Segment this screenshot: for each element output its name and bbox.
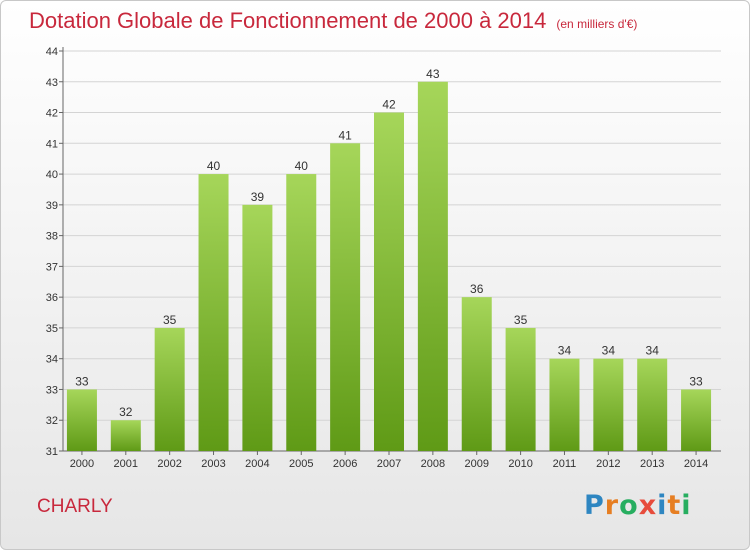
data-label: 36 [470,282,484,296]
data-label: 34 [646,344,660,358]
data-label: 35 [163,313,177,327]
data-labels: 33 32 35 40 39 40 41 42 43 36 35 34 34 34 33 [75,67,703,419]
y-tick-label: 35 [46,323,58,335]
x-tick-label: 2006 [333,458,357,470]
y-tick-label: 43 [46,77,58,89]
x-tick-label: 2003 [201,458,225,470]
data-label: 39 [251,190,265,204]
bar-2013 [637,358,668,451]
y-tick-label: 36 [46,292,58,304]
bar-2014 [681,389,712,451]
y-tick-label: 31 [46,446,58,458]
data-label: 32 [119,405,133,419]
bar-2002 [154,327,185,451]
y-tick-label: 42 [46,108,58,120]
bar-2010 [505,327,536,451]
x-tick-label: 2004 [245,458,269,470]
x-tick-label: 2000 [70,458,94,470]
x-tick-label: 2001 [114,458,138,470]
y-tick-label: 34 [46,354,58,366]
x-tick-label: 2012 [596,458,620,470]
bars [66,81,712,452]
chart-title: Dotation Globale de Fonctionnement de 20… [29,8,637,34]
bar-2011 [549,358,580,451]
axes: 31 32 33 34 35 36 37 38 39 40 41 42 43 44 2000 2001 2002… [46,46,721,470]
data-label: 41 [338,128,352,142]
proxiti-logo: Proxiti [584,490,692,521]
x-tick-label: 2007 [377,458,401,470]
bar-2008 [417,81,448,452]
x-tick-label: 2014 [684,458,708,470]
bar-2000 [66,389,97,451]
y-tick-label: 40 [46,169,58,181]
y-tick-label: 37 [46,261,58,273]
y-tick-label: 32 [46,415,58,427]
y-tick-label: 44 [46,46,58,58]
bar-2009 [461,297,492,451]
x-tick-label: 2009 [464,458,488,470]
data-label: 42 [382,98,396,112]
x-tick-label: 2010 [508,458,532,470]
y-tick-label: 39 [46,200,58,212]
x-tick-label: 2013 [640,458,664,470]
x-tick-label: 2002 [157,458,181,470]
x-tick-label: 2008 [421,458,445,470]
bar-2006 [330,143,361,452]
y-tick-label: 41 [46,138,58,150]
y-tick-label: 33 [46,384,58,396]
y-tick-label: 38 [46,231,58,243]
data-label: 33 [689,374,703,388]
data-label: 33 [75,374,89,388]
bar-2001 [110,420,141,451]
data-label: 40 [207,159,221,173]
x-tick-label: 2005 [289,458,313,470]
bar-2004 [242,204,273,451]
bar-2007 [374,112,404,452]
place-name: CHARLY [37,496,113,517]
data-label: 35 [514,313,528,327]
data-label: 34 [602,344,616,358]
data-label: 40 [295,159,309,173]
bar-2003 [198,174,229,452]
bar-2005 [286,174,317,452]
bar-2012 [593,358,624,451]
data-label: 43 [426,67,440,81]
x-tick-label: 2011 [553,458,577,470]
chart-unit: (en milliers d'€) [556,17,638,31]
data-label: 34 [558,344,572,358]
chart-title-text: Dotation Globale de Fonctionnement de 20… [29,8,547,33]
